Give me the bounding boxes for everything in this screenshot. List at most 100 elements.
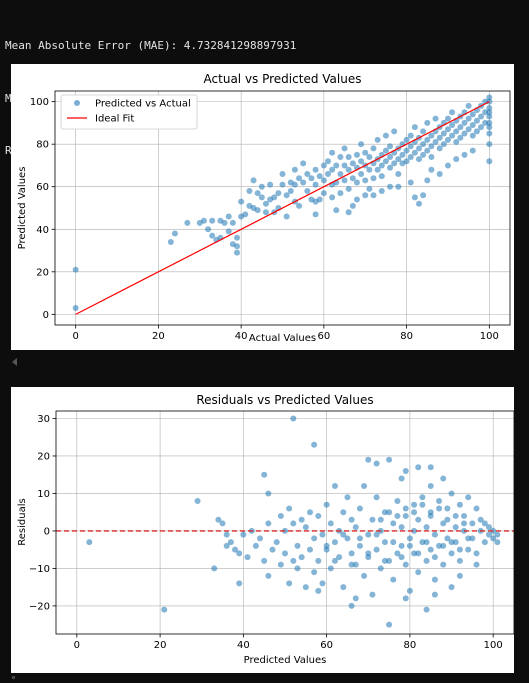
scatter-point [452,512,459,519]
scatter-point [336,554,343,561]
scatter-point [250,177,257,184]
scatter-points [86,415,501,628]
grid-lines [56,411,514,634]
scatter-point [456,557,463,564]
scatter-point [373,531,380,538]
scatter-point [209,232,216,239]
y-tick-label: 30 [37,414,50,425]
scatter-point [452,539,459,546]
x-tick-label: 0 [74,640,80,651]
scatter-point [444,535,451,542]
scatter-point [465,535,472,542]
scatter-point [331,557,338,564]
scatter-point [469,132,476,139]
scatter-point [329,166,336,173]
scatter-point [465,494,472,501]
scatter-point [486,124,493,131]
scatter-point [427,482,434,489]
x-tick-label: 60 [317,331,330,342]
scatter-point [407,143,414,150]
scatter-point [348,550,355,557]
scatter-point [382,132,389,139]
scatter-point [465,115,472,122]
scatter-point [382,158,389,165]
scatter-point [341,177,348,184]
scatter-point [486,531,493,538]
scatter-point [486,109,493,116]
y-tick-label: 0 [44,526,50,537]
scatter-point [494,531,501,538]
scatter-point [440,130,447,137]
scatter-point [461,151,468,158]
x-axis-label: Actual Values [249,333,316,344]
scatter-point [411,550,418,557]
scatter-point [428,153,435,160]
scatter-point [469,535,476,542]
scatter-point [356,535,363,542]
scatter-point [381,557,388,564]
scatter-point [398,475,405,482]
scatter-point [420,192,427,199]
scatter-point [362,177,369,184]
plot-frame [54,90,511,326]
scatter-point [211,565,218,572]
scatter-point [366,166,373,173]
y-axis-label: Predicted Values [17,167,28,250]
scatter-point [382,147,389,154]
x-tick-label: 20 [154,640,167,651]
scatter-point [316,173,323,180]
chart-title: Actual vs Predicted Values [204,72,362,86]
actual-vs-predicted-chart: Actual vs Predicted Values 0 20 40 60 80 100 … [17,72,511,344]
scatter-point [370,145,377,152]
scatter-point [436,134,443,141]
scatter-point [240,531,247,538]
scatter-point [398,554,405,561]
scatter-point [366,185,373,192]
scatter-point [72,304,79,311]
scatter-point [361,482,368,489]
residuals-chart: Residuals vs Predicted Values 0 20 40 60 80 1… [17,393,515,666]
scatter-point [365,550,372,557]
scatter-point [456,572,463,579]
y-tick-label: 20 [36,267,49,278]
scatter-point [444,505,451,512]
scatter-point [345,166,352,173]
scatter-point [449,132,456,139]
scatter-point [296,202,303,209]
scatter-point [431,576,438,583]
scatter-point [373,546,380,553]
scatter-point [444,136,451,143]
scroll-left-icon[interactable] [12,358,17,366]
scatter-point [298,554,305,561]
y-tick-label: 100 [30,97,49,108]
scatter-point [378,173,385,180]
scatter-point [205,226,212,233]
scatter-point [387,183,394,190]
scatter-point [283,213,290,220]
scatter-point [337,190,344,197]
scatter-point [311,535,318,542]
scatter-point [411,124,418,131]
scatter-point [419,494,426,501]
scatter-point [225,213,232,220]
scatter-point [258,183,265,190]
scatter-point [432,115,439,122]
scatter-point [386,456,393,463]
scatter-point [236,580,243,587]
scatter-point [444,162,451,169]
scatter-point [325,170,331,177]
scatter-point [254,190,261,197]
scatter-point [236,550,243,557]
scatter-point [225,228,232,235]
scatter-point [370,192,377,199]
scatter-point [302,584,309,591]
scatter-point [358,141,365,148]
y-tick-label: 60 [36,182,49,193]
scatter-point [302,524,309,531]
scatter-point [469,122,476,129]
scatter-point [444,126,451,133]
scatter-point [456,546,463,553]
scatter-point [312,198,319,205]
scatter-point [282,550,288,557]
scatter-point [265,490,272,497]
